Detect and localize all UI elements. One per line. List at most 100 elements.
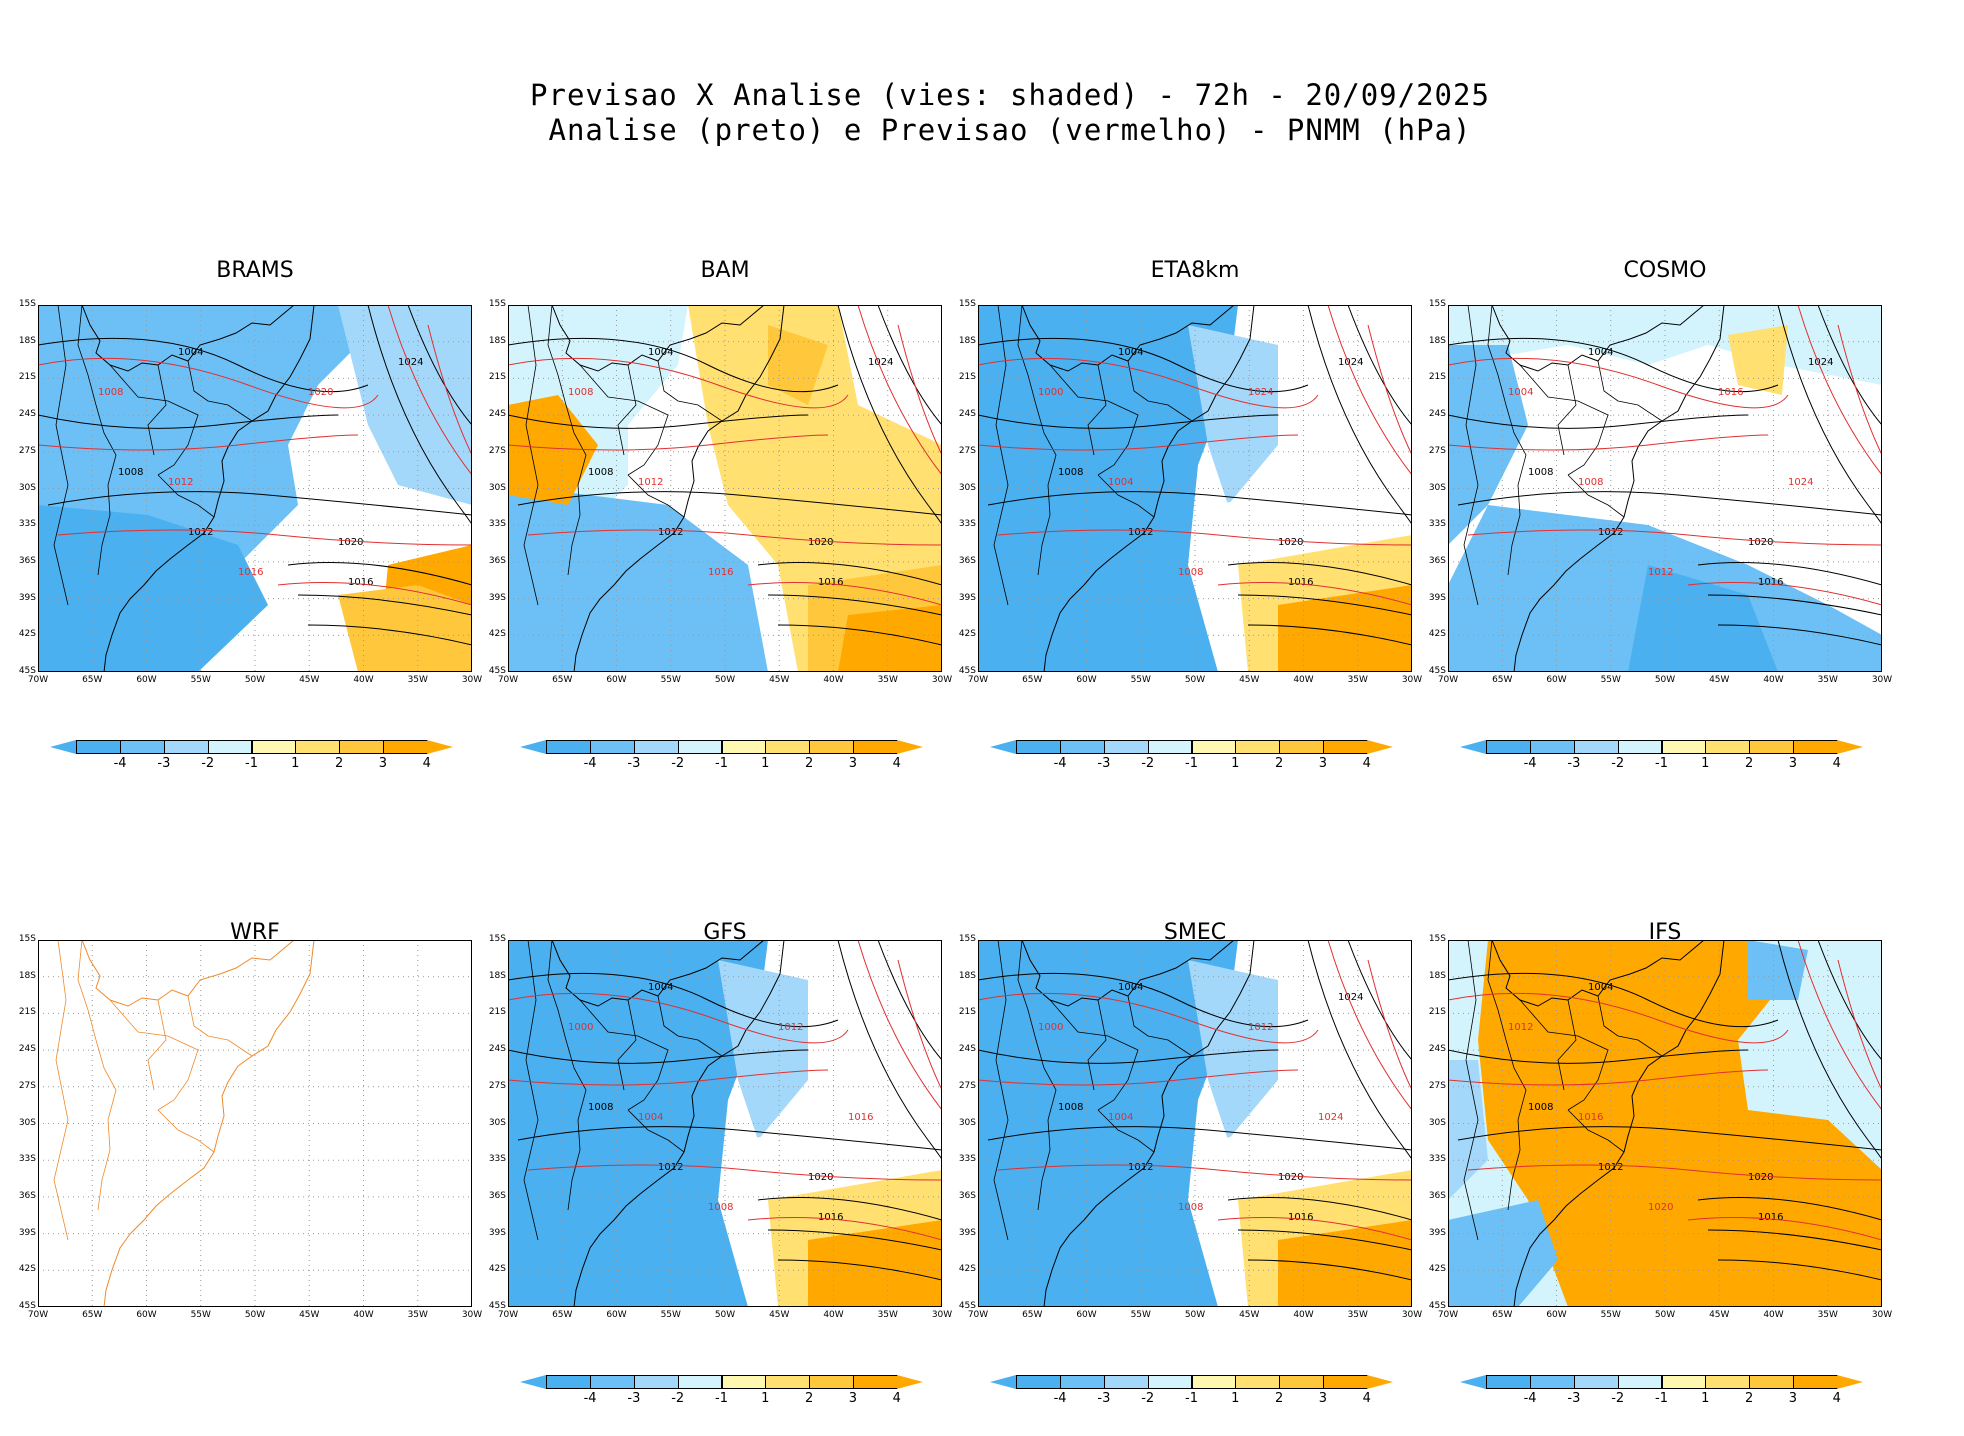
lat-tick-label: 39S — [488, 1227, 506, 1238]
isobar-line — [1837, 959, 1882, 1091]
colorbar-segment — [809, 1375, 854, 1389]
isobar-label: 1024 — [1338, 357, 1363, 368]
lat-tick-label: 21S — [1428, 1007, 1446, 1018]
lat-tick-label: 15S — [1428, 934, 1446, 944]
lon-tick-label: 70W — [27, 1310, 49, 1320]
map-panel-gfs: 1004 1008 1012 1016 1020 1000 1004 1008 1012 1016 — [508, 940, 942, 1307]
isobar-label: 1020 — [338, 537, 363, 548]
isobar-line — [757, 1197, 942, 1221]
isobar-label: 1024 — [1808, 357, 1833, 368]
lat-tick-label: 42S — [488, 629, 506, 640]
colorbar-label: -4 — [1523, 1391, 1537, 1406]
isobar-line — [1697, 1197, 1882, 1221]
colorbar-label: -3 — [1097, 1391, 1111, 1406]
colorbar-segment — [1016, 740, 1062, 754]
colorbar-segment — [546, 740, 592, 754]
lat-tick-label: 15S — [488, 299, 506, 309]
isobar-line — [1448, 434, 1769, 451]
lat-tick-label: 36S — [1428, 555, 1446, 566]
isobar-label: 1004 — [1108, 477, 1133, 488]
lat-tick-label: 42S — [488, 1264, 506, 1275]
isobar-label: 1008 — [1178, 1202, 1203, 1213]
panel-title-eta8km: ETA8km — [1150, 258, 1240, 283]
colorbar-label: 2 — [804, 1391, 814, 1406]
colorbar-segment — [590, 740, 635, 754]
lat-tick-label: 27S — [958, 445, 976, 456]
colorbar: -4 -3 -2 -1 1 2 3 4 — [520, 1375, 923, 1406]
isobar-line — [1247, 1259, 1412, 1281]
isobar-line — [427, 324, 472, 456]
figure-title-line-1: Previsao X Analise (vies: shaded) - 72h … — [530, 78, 1490, 112]
colorbar-segment — [1103, 1375, 1149, 1389]
isobar-line — [1777, 305, 1882, 556]
isobar-line — [287, 562, 472, 586]
lon-tick-label: 30W — [461, 1310, 483, 1320]
isobar-label: 1008 — [1178, 567, 1203, 578]
isobar-line — [1448, 414, 1749, 429]
lat-tick-label: 24S — [488, 1044, 506, 1055]
colorbar-segment — [1147, 1375, 1193, 1389]
forecast-isobars: 1008 1012 1016 1020 — [38, 305, 472, 606]
colorbar-label: 1 — [761, 756, 770, 771]
colorbar-label: 2 — [1274, 1391, 1284, 1406]
lat-tick-label: 45S — [488, 666, 506, 676]
isobar-line — [1717, 624, 1882, 646]
lon-tick-label: 45W — [769, 1310, 790, 1320]
lon-tick-label: 50W — [714, 675, 736, 685]
colorbar-segment — [207, 740, 253, 754]
isobar-label: 1020 — [1278, 537, 1303, 548]
lon-tick-label: 30W — [931, 1310, 953, 1320]
colorbar-segment — [765, 740, 811, 754]
isobar-line — [1777, 940, 1882, 1191]
isobar-line — [297, 594, 472, 616]
lon-tick-label: 55W — [190, 1310, 211, 1320]
isobar-line — [508, 414, 809, 429]
lon-tick-label: 55W — [1600, 675, 1621, 685]
lat-tick-label: 36S — [18, 1190, 36, 1201]
isobar-label: 1024 — [1788, 477, 1813, 488]
lon-tick-label: 40W — [823, 675, 844, 685]
lon-tick-label: 55W — [190, 675, 211, 685]
isobar-line — [1457, 491, 1882, 516]
colorbar-segment — [1191, 740, 1237, 754]
colorbar-segment — [1235, 740, 1281, 754]
isobar-line — [1687, 1217, 1882, 1241]
isobar-line — [857, 940, 942, 1111]
colorbar-label: -1 — [1655, 1391, 1668, 1406]
forecast-isobars: 1000 1004 1008 1012 1024 — [978, 940, 1412, 1241]
colorbar-segment — [1573, 740, 1619, 754]
lat-tick-label: 42S — [18, 1264, 36, 1275]
isobar-line — [1327, 305, 1412, 476]
isobar-label: 1008 — [1528, 1102, 1553, 1113]
colorbar-label: -3 — [627, 1391, 641, 1406]
isobar-label: 1004 — [1108, 1112, 1133, 1123]
colorbar-segment — [120, 740, 165, 754]
isobar-line — [978, 1049, 1279, 1064]
colorbar-label: -2 — [671, 1391, 685, 1406]
lat-tick-label: 27S — [1428, 1080, 1446, 1091]
lon-tick-label: 65W — [82, 675, 103, 685]
lat-tick-label: 21S — [488, 372, 506, 383]
coastline-and-borders — [993, 305, 1255, 672]
lon-tick-label: 30W — [1401, 1310, 1423, 1320]
isobar-line — [407, 305, 472, 426]
colorbar: -4 -3 -2 -1 1 2 3 4 — [1460, 740, 1863, 771]
isobar-line — [1697, 562, 1882, 586]
isobar-line — [978, 357, 1319, 409]
lon-tick-label: 60W — [136, 675, 157, 685]
colorbar-label: 2 — [1744, 756, 1754, 771]
colorbar-segment — [1279, 740, 1324, 754]
lat-tick-label: 33S — [958, 1154, 976, 1165]
isobar-line — [987, 1126, 1412, 1151]
isobar-label: 1016 — [818, 1212, 843, 1223]
lat-lon-grid — [508, 305, 942, 672]
isobar-line — [508, 337, 839, 393]
isobar-line — [1227, 1197, 1412, 1221]
lat-tick-label: 21S — [18, 372, 36, 383]
analysis-isobars: 1004 1008 1012 1016 1020 1024 — [508, 305, 942, 646]
colorbar-label: 1 — [1701, 756, 1710, 771]
colorbar-label: 3 — [1788, 756, 1798, 771]
colorbar-label: -2 — [1141, 756, 1155, 771]
lon-tick-label: 50W — [714, 1310, 736, 1320]
lon-tick-label: 40W — [1293, 1310, 1314, 1320]
